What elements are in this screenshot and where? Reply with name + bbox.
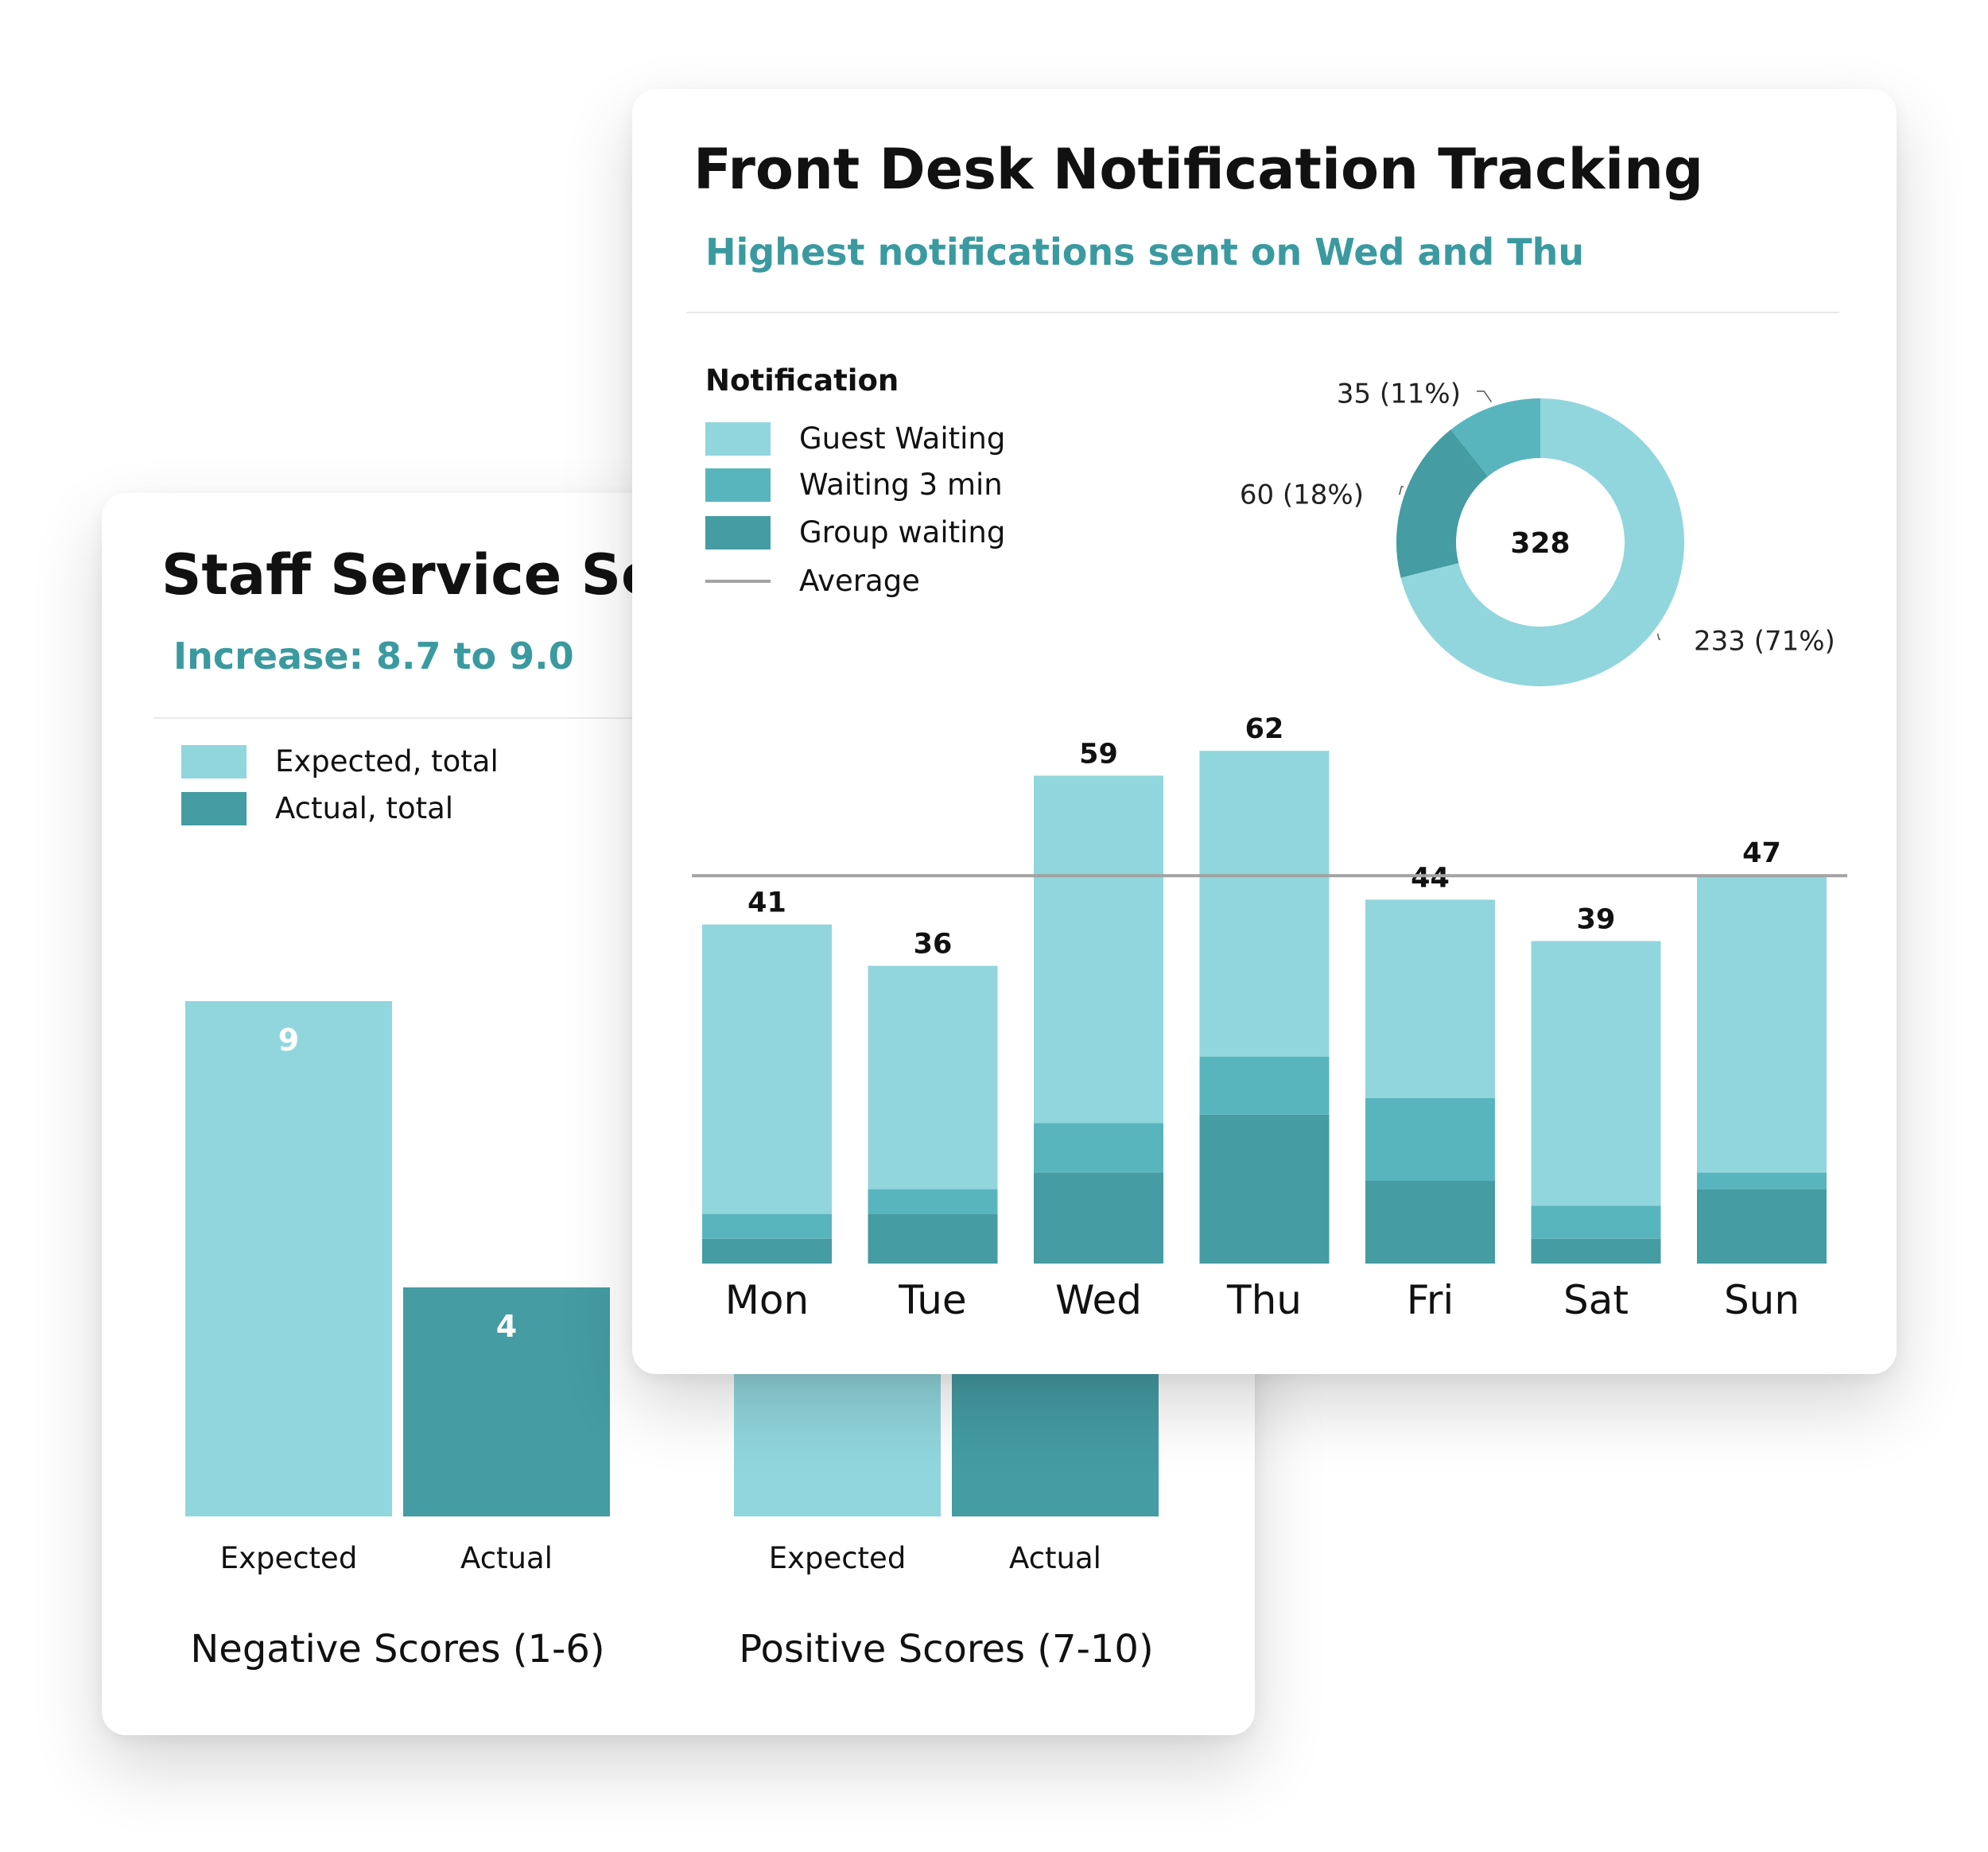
- bar-segment-group-waiting: [1199, 1114, 1330, 1264]
- legend-label: Average: [799, 564, 920, 598]
- bar-total-label: 39: [1577, 903, 1616, 935]
- bar-segment-guest-waiting: [868, 965, 998, 1190]
- legend-swatch-group-waiting: [705, 515, 771, 549]
- bar-total-label: 44: [1411, 862, 1450, 894]
- bar-segment-group-waiting: [1531, 1238, 1661, 1264]
- group-label: Negative Scores (1-6): [190, 1627, 604, 1671]
- legend-waiting-3-min: Waiting 3 min: [705, 468, 1003, 502]
- bar-segment-guest-waiting: [1365, 899, 1495, 1098]
- x-tick-label: Sat: [1563, 1277, 1629, 1323]
- legend-label: Expected, total: [275, 744, 499, 778]
- donut-center-total: 328: [1510, 527, 1570, 560]
- legend-label: Waiting 3 min: [799, 468, 1003, 502]
- bar-segment-group-waiting: [702, 1238, 832, 1264]
- bar-actual: [403, 1287, 610, 1516]
- bar-segment-guest-waiting: [1697, 875, 1827, 1173]
- bar-segment-waiting-3-min: [1531, 1206, 1661, 1239]
- bar-segment-group-waiting: [868, 1213, 998, 1264]
- front-card-divider: [686, 312, 1839, 313]
- donut-slice-label: 35 (11%): [1337, 379, 1461, 410]
- notification-charts: 233 (71%) 60 (18%) 35 (11%) 328 41 Mon 36 Tue 59…: [692, 379, 1847, 1323]
- front-desk-card: Front Desk Notification Tracking Highest…: [632, 89, 1897, 1374]
- bar-segment-group-waiting: [1034, 1172, 1163, 1264]
- x-tick-label: Fri: [1407, 1277, 1454, 1323]
- x-tick-label: Actual: [460, 1541, 553, 1575]
- legend-title: Notification: [705, 363, 899, 398]
- x-tick-label: Expected: [220, 1541, 358, 1575]
- legend-guest-waiting: Guest Waiting: [705, 421, 1005, 456]
- donut-leader-line: [1656, 633, 1660, 640]
- donut-slice-waiting-3-min: [1450, 398, 1540, 476]
- bar-segment-guest-waiting: [1531, 941, 1661, 1206]
- legend-label: Actual, total: [275, 791, 454, 825]
- bar-segment-guest-waiting: [1034, 775, 1163, 1124]
- front-card-title: Front Desk Notification Tracking: [693, 137, 1704, 202]
- group-label: Positive Scores (7-10): [739, 1627, 1153, 1671]
- legend-swatch-waiting-3-min: [705, 468, 771, 502]
- donut-slice-group-waiting: [1396, 429, 1489, 578]
- legend-label: Guest Waiting: [799, 421, 1006, 456]
- donut-slice-guest-waiting: [1400, 398, 1684, 687]
- legend-swatch-average: [705, 579, 771, 583]
- bar-segment-waiting-3-min: [702, 1213, 832, 1239]
- bar-segment-waiting-3-min: [1199, 1057, 1330, 1115]
- bar-total-label: 59: [1079, 738, 1118, 770]
- staff-card-subtitle: Increase: 8.7 to 9.0: [173, 635, 574, 678]
- legend-expected-total: Expected, total: [181, 744, 499, 778]
- donut-slice-label: 233 (71%): [1694, 626, 1835, 658]
- bar-segment-guest-waiting: [702, 924, 832, 1214]
- x-tick-label: Mon: [725, 1277, 809, 1323]
- legend-swatch-actual: [181, 791, 247, 825]
- x-tick-label: Sun: [1724, 1277, 1800, 1323]
- bar-segment-waiting-3-min: [1034, 1123, 1163, 1173]
- x-tick-label: Expected: [769, 1541, 907, 1575]
- x-tick-label: Thu: [1226, 1277, 1302, 1323]
- bar-segment-guest-waiting: [1199, 751, 1330, 1057]
- legend-group-waiting: Group waiting: [705, 515, 1005, 549]
- bar-value-label: 4: [496, 1309, 517, 1344]
- x-tick-label: Tue: [898, 1277, 966, 1323]
- x-tick-label: Wed: [1055, 1277, 1142, 1323]
- legend-label: Group waiting: [799, 515, 1006, 549]
- x-tick-label: Actual: [1009, 1541, 1101, 1575]
- donut-leader-line: [1477, 390, 1493, 402]
- bar-segment-waiting-3-min: [1697, 1172, 1827, 1190]
- bar-total-label: 62: [1245, 713, 1284, 745]
- legend-average: Average: [705, 564, 920, 598]
- bar-expected: [185, 1001, 392, 1516]
- donut-slice-label: 60 (18%): [1240, 480, 1364, 511]
- bar-segment-waiting-3-min: [1365, 1098, 1495, 1181]
- donut-leader-line: [1399, 486, 1404, 495]
- bar-total-label: 36: [914, 929, 953, 961]
- legend-swatch-expected: [181, 744, 247, 778]
- bar-segment-group-waiting: [1365, 1181, 1495, 1264]
- bar-segment-waiting-3-min: [868, 1189, 998, 1214]
- bar-segment-group-waiting: [1697, 1189, 1827, 1264]
- bar-total-label: 41: [747, 887, 786, 919]
- legend-swatch-guest-waiting: [705, 421, 771, 456]
- legend-actual-total: Actual, total: [181, 791, 453, 825]
- bar-value-label: 9: [278, 1023, 299, 1058]
- bar-total-label: 47: [1742, 837, 1781, 869]
- front-card-subtitle: Highest notifications sent on Wed and Th…: [705, 231, 1585, 274]
